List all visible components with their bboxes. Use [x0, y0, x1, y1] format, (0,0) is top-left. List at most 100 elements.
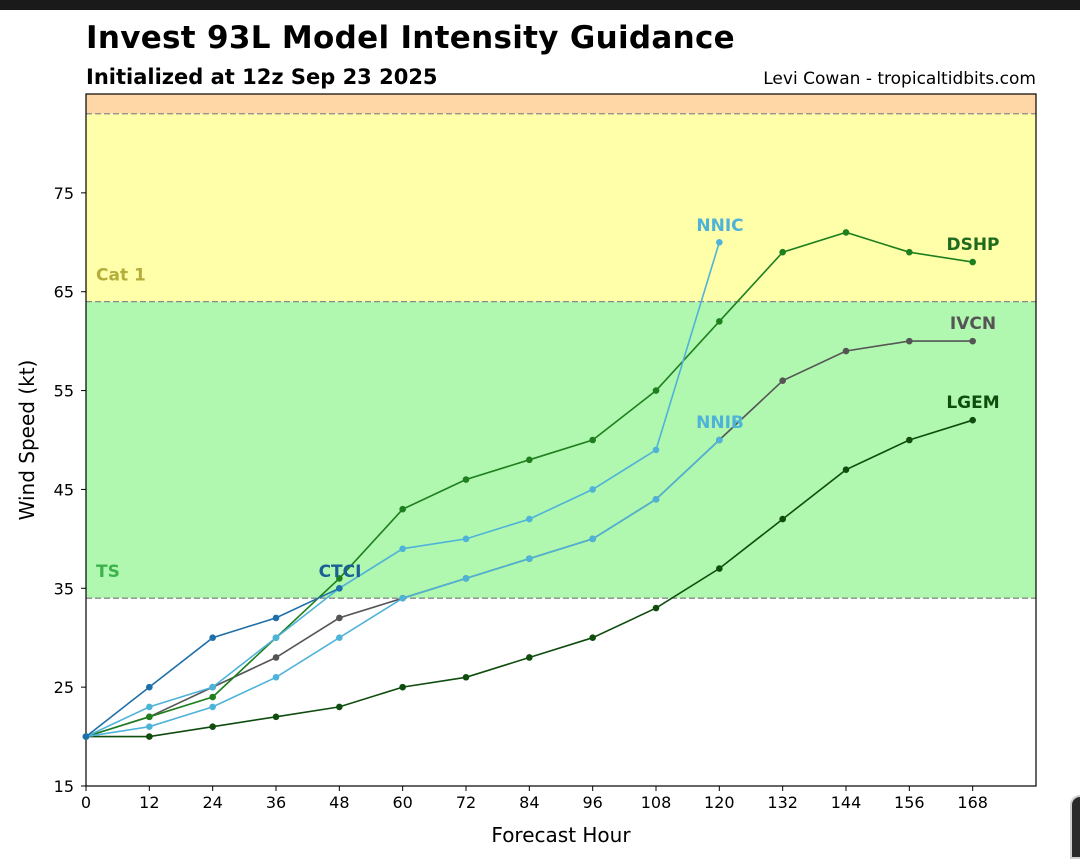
- data-point-dshp: [716, 318, 723, 325]
- data-point-dshp: [652, 387, 660, 394]
- x-tick-label: 24: [202, 793, 222, 812]
- series-label-nnib: NNIB: [696, 413, 744, 433]
- data-point-dshp: [526, 456, 533, 464]
- data-point-nnic: [716, 238, 723, 246]
- data-point-lgem: [716, 565, 723, 572]
- y-tick-label: 65: [54, 283, 74, 302]
- corner-widget: [1070, 795, 1080, 859]
- band-label-cat-1: Cat 1: [96, 266, 146, 286]
- y-tick-label: 45: [54, 480, 74, 499]
- y-tick-label: 25: [54, 678, 74, 697]
- x-tick-label: 72: [456, 793, 476, 812]
- data-point-nnib: [399, 594, 406, 602]
- data-point-lgem: [652, 604, 660, 612]
- data-point-dshp: [399, 505, 406, 513]
- x-tick-label: 60: [392, 793, 412, 812]
- data-point-lgem: [589, 634, 596, 642]
- data-point-lgem: [146, 733, 153, 740]
- data-point-lgem: [336, 703, 343, 711]
- data-point-dshp: [842, 229, 850, 236]
- data-point-ctci: [336, 584, 343, 592]
- series-label-ivcn: IVCN: [950, 314, 996, 334]
- data-point-dshp: [779, 248, 786, 256]
- x-tick-label: 156: [894, 793, 925, 812]
- data-point-ivcn: [272, 654, 280, 661]
- chart-credit: Levi Cowan - tropicaltidbits.com: [763, 69, 1036, 89]
- x-axis-label: Forecast Hour: [491, 823, 631, 844]
- x-tick-label: 144: [831, 793, 862, 812]
- data-point-nnib: [716, 436, 723, 444]
- data-point-dshp: [462, 476, 470, 483]
- y-tick-label: 35: [54, 579, 74, 598]
- band-cat-1: [86, 113, 1036, 302]
- top-bar: [0, 0, 1080, 10]
- data-point-dshp: [146, 713, 153, 721]
- data-point-ivcn: [969, 337, 976, 345]
- data-point-nnic: [272, 634, 280, 642]
- x-tick-label: 12: [139, 793, 159, 812]
- series-label-ctci: CTCI: [319, 562, 362, 582]
- series-label-nnic: NNIC: [696, 216, 743, 236]
- data-point-nnib: [589, 535, 596, 543]
- data-point-ctci: [146, 683, 153, 691]
- data-point-ctci: [209, 634, 216, 642]
- y-tick-label: 75: [54, 184, 74, 203]
- data-point-ivcn: [842, 347, 850, 355]
- data-point-ivcn: [779, 377, 786, 384]
- data-point-nnic: [146, 703, 153, 711]
- data-point-lgem: [969, 416, 976, 424]
- x-tick-label: 36: [266, 793, 286, 812]
- data-point-lgem: [906, 436, 913, 444]
- series-ctci: [82, 584, 343, 740]
- data-point-lgem: [209, 723, 216, 730]
- x-tick-label: 96: [582, 793, 602, 812]
- chart-title: Invest 93L Model Intensity Guidance: [86, 20, 735, 56]
- data-point-ivcn: [906, 337, 913, 345]
- data-point-dshp: [969, 258, 976, 266]
- data-point-nnic: [652, 446, 660, 454]
- data-point-nnic: [589, 486, 596, 493]
- series-label-dshp: DSHP: [946, 235, 999, 255]
- data-point-lgem: [399, 683, 406, 691]
- data-point-lgem: [272, 713, 280, 721]
- data-point-nnib: [209, 703, 216, 711]
- y-axis-label: Wind Speed (kt): [15, 360, 39, 521]
- plot-frame: [85, 93, 1037, 787]
- data-point-lgem: [462, 673, 470, 681]
- data-point-nnib: [272, 673, 280, 681]
- data-point-ctci: [82, 733, 90, 740]
- series-line-ctci: [85, 587, 340, 738]
- series-nnib: [82, 436, 723, 740]
- x-tick-label: 84: [519, 793, 539, 812]
- data-point-nnib: [462, 575, 470, 582]
- x-tick-label: 132: [767, 793, 798, 812]
- data-point-dshp: [336, 575, 343, 582]
- band-cat2: [86, 94, 1036, 114]
- x-tick-label: 0: [81, 793, 91, 812]
- data-point-nnic: [526, 515, 533, 523]
- x-tick-label: 120: [704, 793, 735, 812]
- data-point-nnib: [336, 634, 343, 642]
- y-tick-label: 15: [54, 777, 74, 796]
- x-tick-label: 48: [329, 793, 349, 812]
- x-tick-label: 108: [641, 793, 672, 812]
- band-label-ts: TS: [96, 562, 120, 582]
- data-point-nnib: [652, 496, 660, 503]
- data-point-nnib: [146, 723, 153, 730]
- data-point-dshp: [209, 693, 216, 701]
- series-label-lgem: LGEM: [946, 393, 999, 413]
- data-point-dshp: [906, 248, 913, 256]
- data-point-nnic: [462, 535, 470, 543]
- data-point-dshp: [589, 436, 596, 444]
- data-point-nnic: [399, 545, 406, 553]
- data-point-lgem: [526, 654, 533, 661]
- y-tick-label: 55: [54, 382, 74, 401]
- data-point-ctci: [272, 614, 280, 622]
- data-point-lgem: [779, 515, 786, 523]
- chart-subtitle: Initialized at 12z Sep 23 2025: [86, 65, 438, 89]
- data-point-ivcn: [336, 614, 343, 622]
- data-point-nnic: [209, 683, 216, 691]
- data-point-lgem: [842, 466, 850, 473]
- data-point-nnib: [526, 555, 533, 562]
